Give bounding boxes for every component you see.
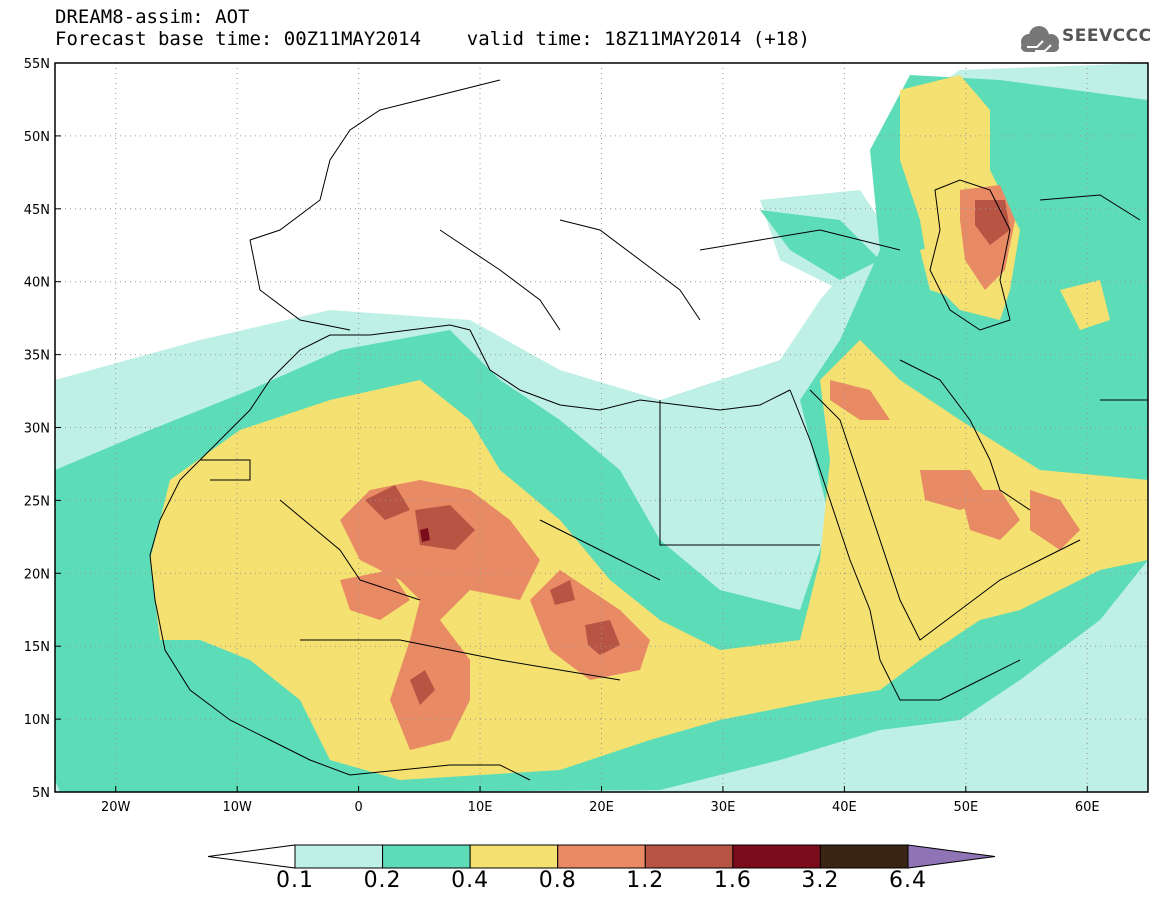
lon-tick-label: 20E	[589, 800, 614, 815]
colorbar-label: 1.6	[713, 868, 752, 893]
colorbar-label: 6.4	[889, 868, 927, 893]
lon-tick-label: 10W	[222, 800, 252, 815]
lat-tick-label: 55N	[24, 57, 50, 72]
lon-tick-label: 50E	[953, 800, 978, 815]
colorbar-label: 0.8	[538, 868, 577, 893]
chart-subtitle: Forecast base time: 00Z11MAY2014 valid t…	[55, 28, 810, 50]
colorbar-box	[382, 844, 471, 869]
lon-tick-label: 30E	[711, 800, 736, 815]
colorbar-arrow-low	[207, 844, 296, 869]
lat-tick-label: 30N	[24, 422, 50, 437]
lat-tick-label: 10N	[24, 713, 50, 728]
cloud-icon	[1021, 26, 1059, 52]
aot-band-1-2	[365, 200, 1010, 705]
colorbar-box	[819, 844, 909, 869]
colorbar-label: 1.2	[626, 868, 665, 893]
lon-tick-label: 60E	[1075, 800, 1100, 815]
coastlines	[149, 79, 1148, 781]
lat-tick-label: 15N	[24, 640, 50, 655]
aot-field	[55, 63, 1148, 792]
lat-tick-label: 35N	[24, 349, 50, 364]
lon-tick-label: 20W	[101, 800, 131, 815]
lat-tick-label: 25N	[24, 494, 50, 509]
colorbar-label: 0.2	[363, 868, 402, 893]
lon-tick-label: 0	[354, 800, 362, 815]
lat-tick-label: 50N	[24, 130, 50, 145]
colorbar-label: 0.4	[451, 868, 490, 893]
colorbar-box	[469, 844, 559, 869]
colorbar-arrow-high	[907, 844, 996, 869]
colorbar-label: 3.2	[801, 868, 840, 893]
colorbar-box	[644, 844, 734, 869]
graticule	[55, 63, 1148, 792]
colorbar-box	[732, 844, 821, 869]
colorbar-box	[294, 844, 384, 869]
lat-tick-label: 40N	[24, 276, 50, 291]
lon-tick-label: 10E	[468, 800, 493, 815]
logo-text: SEEVCCC	[1062, 26, 1152, 46]
lat-tick-label: 20N	[24, 567, 50, 582]
colorbar-box	[557, 844, 646, 869]
lat-tick-label: 45N	[24, 203, 50, 218]
aot-band-1-6	[420, 528, 430, 542]
lon-tick-label: 40E	[832, 800, 857, 815]
latitude-labels: 5N 10N 15N 20N 25N 30N 35N 40N 45N 50N 55N	[24, 57, 61, 801]
lat-tick-label: 5N	[32, 786, 50, 801]
chart-title: DREAM8-assim: AOT	[55, 6, 250, 28]
longitude-labels: 20W 10W 0 10E 20E 30E 40E 50E 60E	[101, 786, 1100, 815]
colorbar-label: 0.1	[276, 868, 314, 893]
